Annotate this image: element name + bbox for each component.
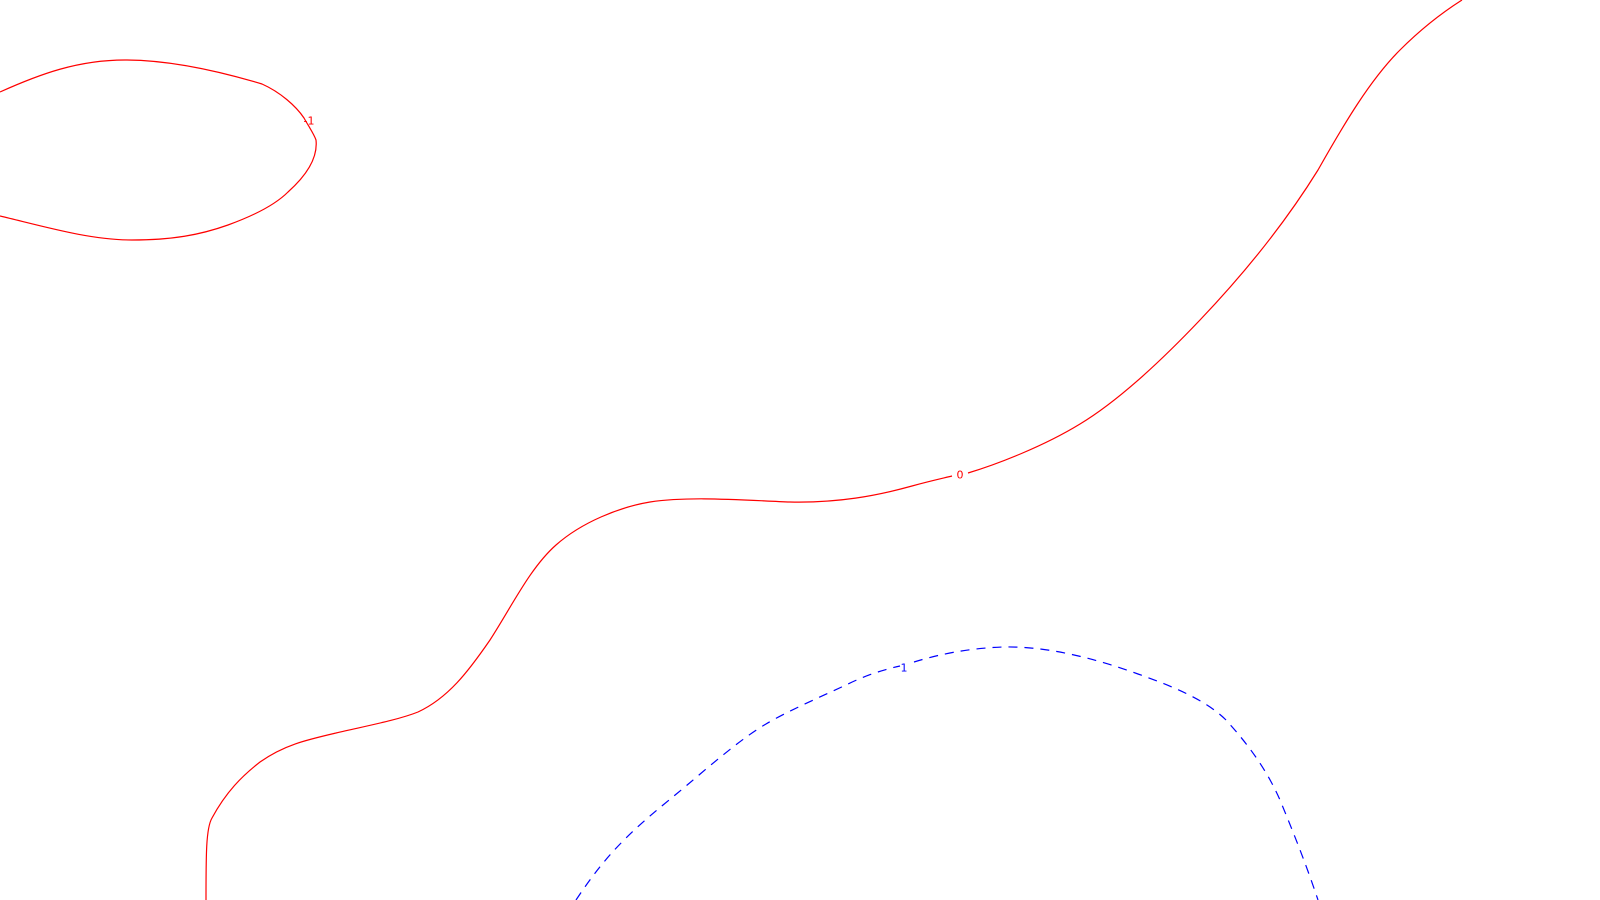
contour-line-pos-1-segment-2 (913, 646, 1319, 900)
contour-line-zero-segment-1 (205, 475, 953, 900)
contour-label-zero: 0 (957, 469, 964, 482)
contour-lines-group (0, 0, 1463, 900)
contour-line-zero-segment-2 (967, 0, 1463, 474)
contour-label-neg-1: -1 (304, 115, 315, 128)
contour-label-pos-1: 1 (901, 662, 908, 675)
contour-labels-group: -1 0 1 (304, 115, 964, 675)
contour-line-neg-1-segment-1 (0, 59, 317, 241)
